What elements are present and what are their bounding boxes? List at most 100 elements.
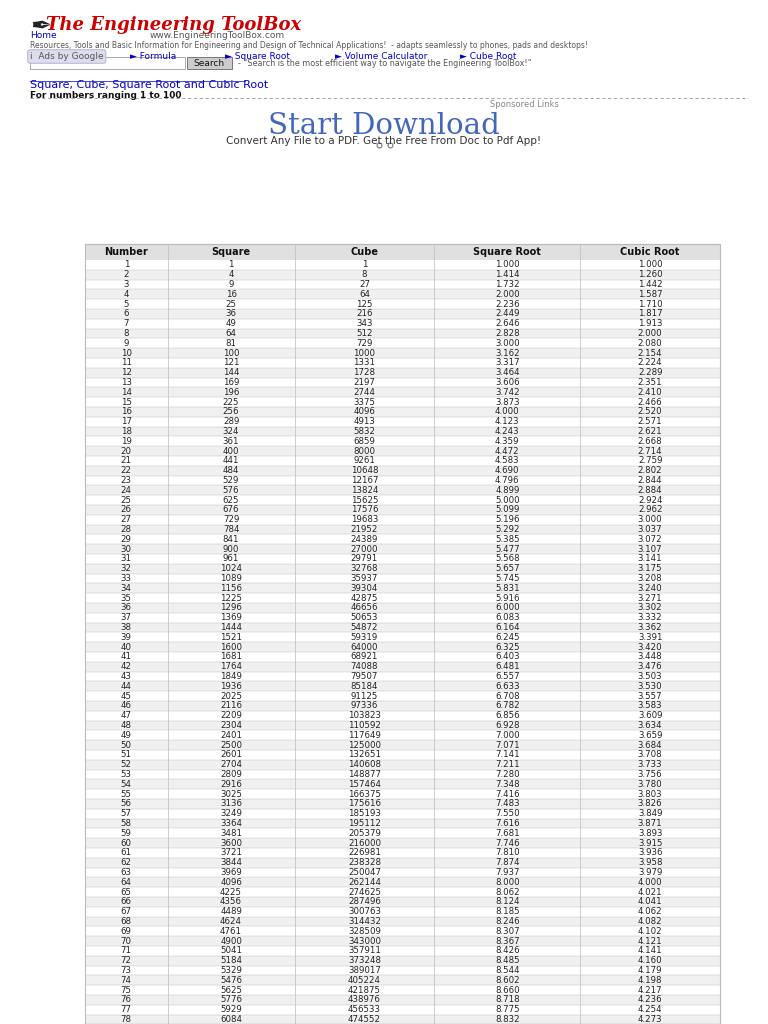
Text: 5.477: 5.477 bbox=[495, 545, 520, 554]
Text: 140608: 140608 bbox=[348, 760, 381, 769]
Text: 400: 400 bbox=[223, 446, 240, 456]
Text: 2.410: 2.410 bbox=[638, 388, 663, 396]
Bar bbox=[85, 505, 720, 515]
Text: 51: 51 bbox=[121, 751, 132, 760]
Text: 314432: 314432 bbox=[348, 918, 381, 926]
Text: 4489: 4489 bbox=[220, 907, 242, 916]
Text: 8.775: 8.775 bbox=[495, 1006, 520, 1014]
Text: 23: 23 bbox=[121, 476, 132, 485]
Text: 1225: 1225 bbox=[220, 594, 242, 602]
Text: Convert Any File to a PDF. Get the Free From Doc to Pdf App!: Convert Any File to a PDF. Get the Free … bbox=[227, 136, 541, 146]
Bar bbox=[85, 485, 720, 496]
Bar bbox=[85, 740, 720, 750]
Text: 6.481: 6.481 bbox=[495, 663, 520, 671]
Text: 33: 33 bbox=[121, 574, 132, 583]
Text: 38: 38 bbox=[121, 623, 132, 632]
Text: 1444: 1444 bbox=[220, 623, 242, 632]
Text: 3.756: 3.756 bbox=[638, 770, 663, 779]
Text: 3.476: 3.476 bbox=[638, 663, 663, 671]
Text: 1600: 1600 bbox=[220, 643, 242, 651]
Text: 1.817: 1.817 bbox=[638, 309, 663, 318]
Bar bbox=[85, 995, 720, 1005]
Text: 238328: 238328 bbox=[348, 858, 381, 867]
Text: 144: 144 bbox=[223, 369, 240, 377]
Text: 3.659: 3.659 bbox=[638, 731, 662, 739]
Text: 2197: 2197 bbox=[353, 378, 376, 387]
Text: 8.367: 8.367 bbox=[495, 937, 520, 945]
Text: 2.962: 2.962 bbox=[638, 506, 662, 514]
Text: 6.245: 6.245 bbox=[495, 633, 520, 642]
Text: 70: 70 bbox=[121, 937, 132, 945]
Text: ► Cube Root: ► Cube Root bbox=[460, 52, 517, 61]
Text: The Engineering ToolBox: The Engineering ToolBox bbox=[46, 16, 301, 34]
Text: 4356: 4356 bbox=[220, 897, 242, 906]
Text: 157464: 157464 bbox=[348, 780, 381, 788]
Bar bbox=[85, 269, 720, 280]
Text: 4.472: 4.472 bbox=[495, 446, 520, 456]
Text: 9261: 9261 bbox=[353, 457, 376, 465]
Text: 63: 63 bbox=[121, 868, 132, 877]
Bar bbox=[85, 681, 720, 691]
Bar bbox=[85, 309, 720, 318]
Text: 35937: 35937 bbox=[351, 574, 378, 583]
Text: 3.107: 3.107 bbox=[638, 545, 663, 554]
Bar bbox=[85, 612, 720, 623]
Text: 1000: 1000 bbox=[353, 348, 376, 357]
Text: 3.979: 3.979 bbox=[638, 868, 662, 877]
Bar bbox=[85, 544, 720, 554]
Text: 3.849: 3.849 bbox=[638, 809, 662, 818]
Text: 69: 69 bbox=[121, 927, 132, 936]
Text: 6.928: 6.928 bbox=[495, 721, 519, 730]
Bar bbox=[85, 496, 720, 505]
Text: 4761: 4761 bbox=[220, 927, 242, 936]
Text: Home: Home bbox=[30, 31, 57, 40]
Text: 3.141: 3.141 bbox=[638, 554, 663, 563]
Text: 4096: 4096 bbox=[353, 408, 376, 417]
Text: 4.123: 4.123 bbox=[495, 417, 520, 426]
Text: 2025: 2025 bbox=[220, 691, 242, 700]
Text: 25: 25 bbox=[121, 496, 132, 505]
Text: 2500: 2500 bbox=[220, 740, 242, 750]
Text: 117649: 117649 bbox=[348, 731, 381, 739]
Text: 48: 48 bbox=[121, 721, 132, 730]
Text: 4.690: 4.690 bbox=[495, 466, 519, 475]
Bar bbox=[85, 603, 720, 612]
Text: 1764: 1764 bbox=[220, 663, 242, 671]
Text: 512: 512 bbox=[356, 329, 372, 338]
Text: 8.832: 8.832 bbox=[495, 1015, 520, 1024]
Text: 4.899: 4.899 bbox=[495, 485, 519, 495]
Text: 3.464: 3.464 bbox=[495, 369, 520, 377]
Text: 2.844: 2.844 bbox=[638, 476, 663, 485]
Text: 58: 58 bbox=[121, 819, 132, 828]
Text: 2209: 2209 bbox=[220, 712, 242, 720]
Text: 195112: 195112 bbox=[348, 819, 381, 828]
Text: 1.260: 1.260 bbox=[638, 270, 663, 280]
Text: 32768: 32768 bbox=[351, 564, 378, 573]
Text: 52: 52 bbox=[121, 760, 132, 769]
Text: 3.271: 3.271 bbox=[638, 594, 663, 602]
Text: 5: 5 bbox=[124, 300, 129, 308]
Text: 27: 27 bbox=[359, 280, 370, 289]
Text: 2304: 2304 bbox=[220, 721, 242, 730]
Text: 6.782: 6.782 bbox=[495, 701, 520, 711]
Text: 1.442: 1.442 bbox=[638, 280, 663, 289]
Text: 11: 11 bbox=[121, 358, 132, 368]
Text: 3.391: 3.391 bbox=[638, 633, 662, 642]
Text: 56: 56 bbox=[121, 800, 132, 808]
Bar bbox=[85, 358, 720, 368]
Text: 16: 16 bbox=[226, 290, 237, 299]
Text: 76: 76 bbox=[121, 995, 132, 1005]
Text: - “Search is the most efficient way to navigate the Engineering ToolBox!”: - “Search is the most efficient way to n… bbox=[238, 58, 531, 68]
Text: 7.071: 7.071 bbox=[495, 740, 520, 750]
Text: 8.544: 8.544 bbox=[495, 966, 520, 975]
Text: 18: 18 bbox=[121, 427, 132, 436]
Text: 1.587: 1.587 bbox=[638, 290, 663, 299]
Text: 324: 324 bbox=[223, 427, 240, 436]
Text: 19: 19 bbox=[121, 437, 132, 445]
Text: 4: 4 bbox=[124, 290, 129, 299]
Text: 16: 16 bbox=[121, 408, 132, 417]
Text: 2401: 2401 bbox=[220, 731, 242, 739]
Text: 3.609: 3.609 bbox=[638, 712, 662, 720]
Text: 32: 32 bbox=[121, 564, 132, 573]
Text: 3.803: 3.803 bbox=[638, 790, 663, 799]
